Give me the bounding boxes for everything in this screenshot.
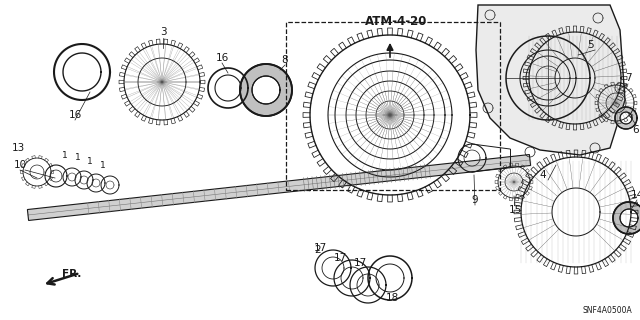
Bar xyxy=(286,22,500,190)
Text: 14: 14 xyxy=(630,190,640,200)
Text: 18: 18 xyxy=(385,293,399,303)
Text: 6: 6 xyxy=(633,125,639,135)
Text: 8: 8 xyxy=(282,55,288,65)
Text: 4: 4 xyxy=(540,170,547,180)
Polygon shape xyxy=(28,155,531,220)
Polygon shape xyxy=(476,5,625,155)
Text: SNF4A0500A: SNF4A0500A xyxy=(582,306,632,315)
Text: 2: 2 xyxy=(315,245,321,255)
Text: 1: 1 xyxy=(75,154,81,163)
Text: 1: 1 xyxy=(87,157,93,166)
Text: FR.: FR. xyxy=(62,269,81,279)
Text: 9: 9 xyxy=(472,195,478,205)
Text: 17: 17 xyxy=(353,258,367,268)
Text: 17: 17 xyxy=(314,243,326,253)
Text: 15: 15 xyxy=(508,205,522,215)
Text: 1: 1 xyxy=(100,161,106,170)
Text: 13: 13 xyxy=(12,143,24,153)
Text: 16: 16 xyxy=(216,53,228,63)
Text: 7: 7 xyxy=(625,73,631,83)
Text: 3: 3 xyxy=(160,27,166,37)
Text: ATM-4-20: ATM-4-20 xyxy=(365,15,428,28)
Text: 1: 1 xyxy=(62,150,68,159)
Text: 16: 16 xyxy=(68,110,82,120)
Text: 17: 17 xyxy=(333,253,347,263)
Text: 5: 5 xyxy=(587,40,593,50)
Text: 10: 10 xyxy=(13,160,27,170)
